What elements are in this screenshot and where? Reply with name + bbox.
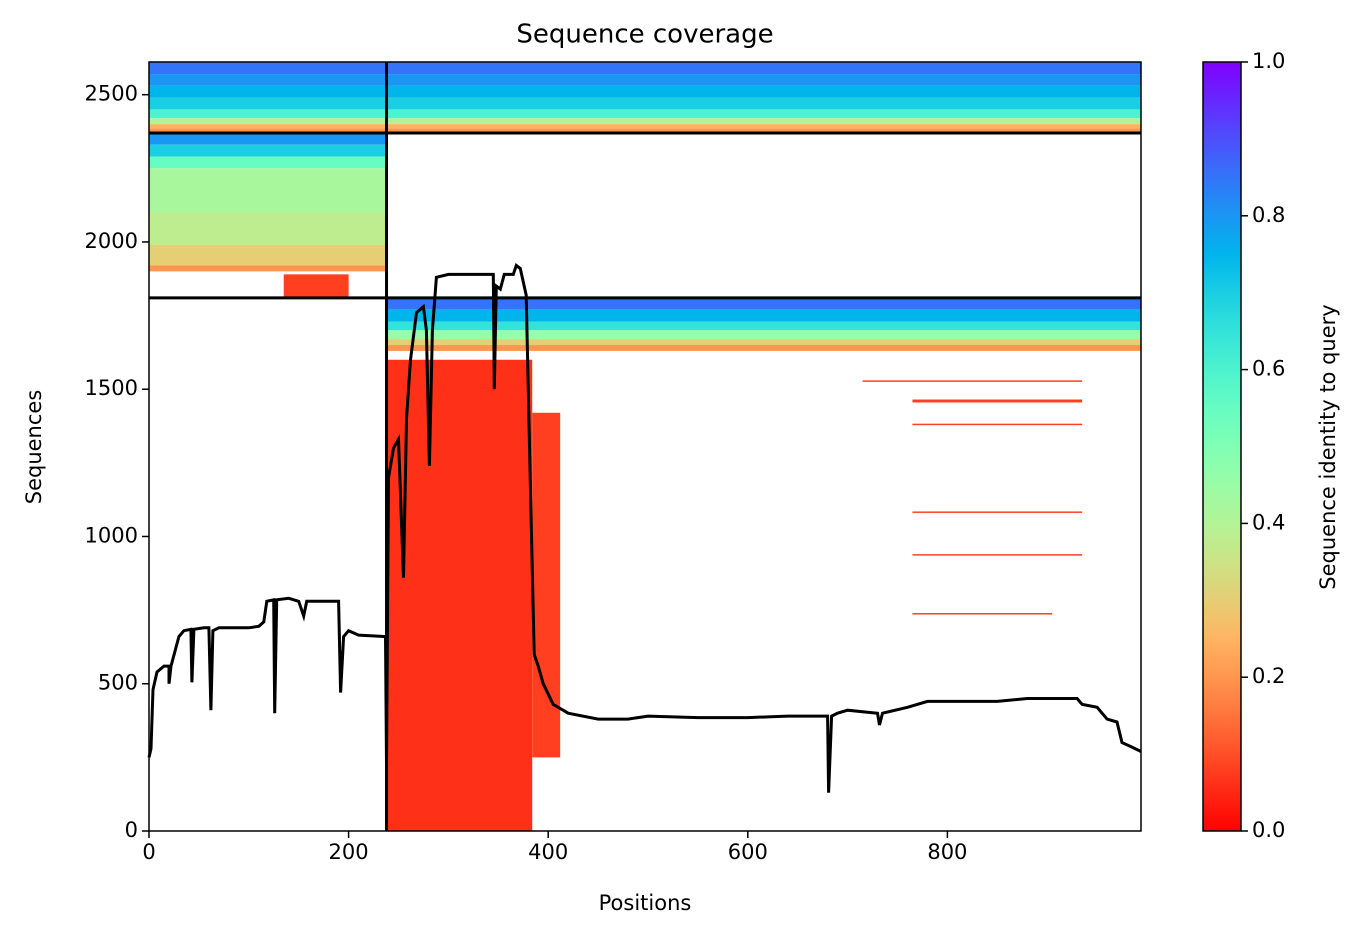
plot-frame	[148, 61, 1142, 832]
colorbar	[1202, 61, 1242, 832]
colorbar-tick-label: 0.2	[1252, 664, 1285, 688]
coverage-block	[149, 74, 1141, 86]
coverage-block	[532, 412, 561, 758]
y-tick-label: 1000	[85, 523, 138, 547]
coverage-block	[149, 132, 387, 145]
y-axis-label: Sequences	[22, 390, 46, 505]
coverage-block	[386, 309, 1141, 322]
coverage-block	[912, 399, 1083, 403]
coverage-line	[147, 263, 1142, 793]
coverage-block	[912, 511, 1083, 513]
coverage-block	[149, 168, 387, 213]
coverage-block	[386, 297, 1141, 310]
y-tick-label: 0	[125, 818, 138, 842]
coverage-block	[149, 109, 1141, 119]
coverage-block	[149, 144, 387, 157]
colorbar-tick-label: 0.4	[1252, 510, 1285, 534]
coverage-block	[149, 124, 1141, 129]
coverage-block	[149, 118, 1141, 125]
coverage-block	[386, 330, 1141, 340]
coverage-block	[386, 339, 1141, 346]
colorbar-label: Sequence identity to query	[1316, 304, 1340, 589]
x-axis-label: Positions	[599, 891, 692, 915]
coverage-block	[149, 156, 387, 169]
coverage-block	[386, 345, 1141, 351]
coverage-block	[386, 359, 533, 831]
coverage-block	[149, 62, 1141, 75]
x-tick-label: 400	[528, 840, 568, 864]
x-tick-label: 800	[927, 840, 967, 864]
chart-title: Sequence coverage	[516, 20, 773, 50]
y-tick-label: 2500	[85, 82, 138, 106]
x-tick-label: 0	[142, 840, 155, 864]
coverage-block	[149, 212, 387, 245]
y-tick-label: 2000	[85, 229, 138, 253]
coverage-block	[149, 128, 1141, 133]
coverage-block	[912, 613, 1053, 615]
coverage-block	[283, 274, 349, 298]
y-tick-label: 1500	[85, 376, 138, 400]
coverage-block	[862, 380, 1083, 382]
coverage-block	[149, 265, 387, 272]
coverage-block	[149, 97, 1141, 110]
plot-area	[147, 62, 1142, 831]
y-tick-label: 500	[98, 671, 138, 695]
coverage-block	[912, 423, 1083, 426]
coverage-block	[149, 85, 1141, 98]
coverage-block	[149, 244, 387, 266]
colorbar-tick-label: 0.6	[1252, 357, 1285, 381]
colorbar-tick-label: 0.0	[1252, 818, 1285, 842]
coverage-block	[912, 554, 1083, 556]
x-tick-label: 200	[329, 840, 369, 864]
colorbar-tick-label: 0.8	[1252, 203, 1285, 227]
x-tick-label: 600	[728, 840, 768, 864]
colorbar-tick-label: 1.0	[1252, 49, 1285, 73]
coverage-block	[386, 321, 1141, 331]
